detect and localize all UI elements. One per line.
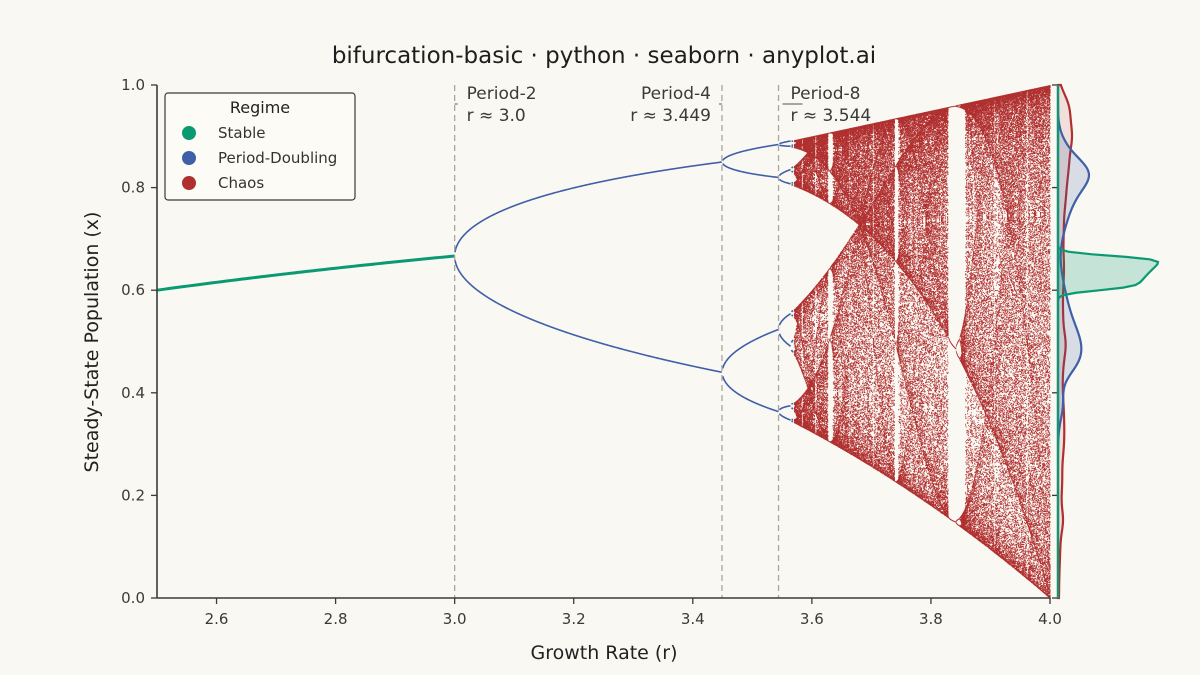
legend-marker	[182, 151, 196, 165]
stable-series	[156, 254, 455, 292]
annotation-label: Period-8	[791, 84, 861, 104]
legend-marker	[182, 126, 196, 140]
x-tick-label: 2.6	[205, 610, 229, 628]
period-doubling-branch	[791, 314, 794, 317]
period-doubling-branch	[790, 339, 794, 343]
period-doubling-branch	[721, 328, 779, 369]
period-doubling-branch	[790, 407, 794, 410]
marginal-density	[1052, 83, 1160, 600]
y-tick-label: 0.4	[121, 384, 145, 402]
period-doubling-branch	[791, 183, 794, 186]
legend-label: Chaos	[218, 174, 264, 192]
y-tick-label: 0.0	[121, 589, 145, 607]
axes: 2.6 2.8 3.0 3.2 3.4 3.6 3.8 4.0 0.0 0.2 0.4 0.6 0.8 1…	[121, 76, 1062, 628]
legend-label: Stable	[218, 124, 266, 142]
bifurcation-lines	[454, 85, 780, 598]
chaos-density	[1056, 83, 1074, 600]
period-doubling-branch	[722, 163, 779, 179]
period-doubling-branch	[778, 168, 791, 177]
period-doubling-branch	[791, 166, 794, 169]
legend-box	[164, 92, 356, 201]
chaos-series	[793, 85, 1051, 599]
chaos-points	[793, 85, 1051, 599]
x-tick-label: 3.2	[562, 610, 586, 628]
stable-density	[1056, 85, 1160, 598]
legend-marker	[182, 176, 196, 190]
period-doubling-branch	[790, 309, 794, 313]
period-doubling-branch	[454, 259, 722, 373]
x-tick-label: 4.0	[1038, 610, 1062, 628]
annotation-value: r ≈ 3.0	[467, 106, 526, 126]
period-doubling-branch	[778, 178, 791, 185]
period-doubling-branch	[791, 402, 794, 405]
period-doubling-branch	[778, 313, 791, 326]
plot-area: Period-2r ≈ 3.0 Period-4r ≈ 3.449 Period-8…	[156, 84, 1051, 599]
x-tick-label: 3.6	[800, 610, 824, 628]
period-doubling-branch	[721, 375, 779, 413]
period-doubling-branch	[779, 140, 791, 145]
period-doubling-branch	[791, 144, 794, 147]
x-tick-label: 3.4	[681, 610, 705, 628]
period-doubling-branch	[722, 143, 779, 161]
legend-title: Regime	[230, 98, 290, 117]
period-doubling-branch	[778, 404, 791, 411]
period-doubling-branch	[778, 413, 791, 421]
legend: Regime Stable Period-Doubling Chaos	[164, 92, 356, 201]
y-tick-label: 0.6	[121, 281, 145, 299]
y-tick-label: 0.8	[121, 179, 145, 197]
legend-label: Period-Doubling	[218, 149, 337, 167]
x-tick-label: 2.8	[324, 610, 348, 628]
annotation-value: r ≈ 3.449	[630, 106, 711, 126]
y-tick-label: 0.2	[121, 486, 145, 504]
period-doubling-branch	[778, 333, 792, 347]
annotation-label: Period-2	[467, 84, 537, 104]
period-doubling-branch	[791, 420, 794, 423]
period-doubling-branch	[454, 161, 722, 253]
period-doubling-branch	[779, 144, 791, 148]
y-axis-label: Steady-State Population (x)	[81, 212, 103, 473]
x-tick-label: 3.8	[919, 610, 943, 628]
annotation-label: Period-4	[641, 84, 711, 104]
period-doubling-branch	[790, 349, 794, 353]
bifurcation-annotations: Period-2r ≈ 3.0 Period-4r ≈ 3.449 Period-8…	[454, 84, 872, 126]
chart-title: bifurcation-basic · python · seaborn · a…	[332, 43, 876, 69]
stable-line	[156, 254, 455, 292]
y-tick-label: 1.0	[121, 76, 145, 94]
period-doubling-branch	[791, 170, 794, 173]
x-axis-label: Growth Rate (r)	[530, 642, 677, 664]
annotation-value: r ≈ 3.544	[791, 106, 872, 126]
period-doubling-series	[454, 140, 794, 423]
x-tick-label: 3.0	[443, 610, 467, 628]
